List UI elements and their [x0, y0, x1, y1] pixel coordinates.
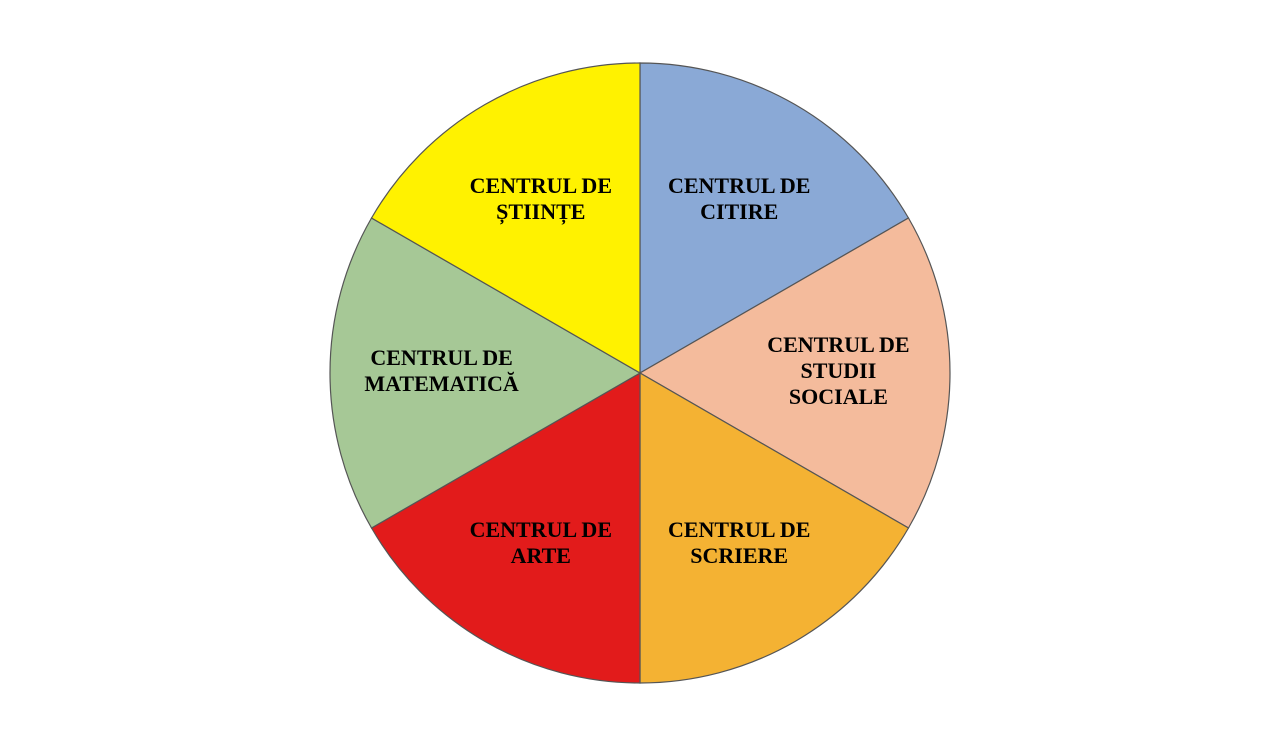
pie-chart-container: CENTRUL DECITIRECENTRUL DESTUDIISOCIALEC… — [0, 0, 1280, 746]
pie-slice-label: CENTRUL DEMATEMATICĂ — [364, 345, 519, 396]
pie-chart: CENTRUL DECITIRECENTRUL DESTUDIISOCIALEC… — [0, 0, 1280, 746]
